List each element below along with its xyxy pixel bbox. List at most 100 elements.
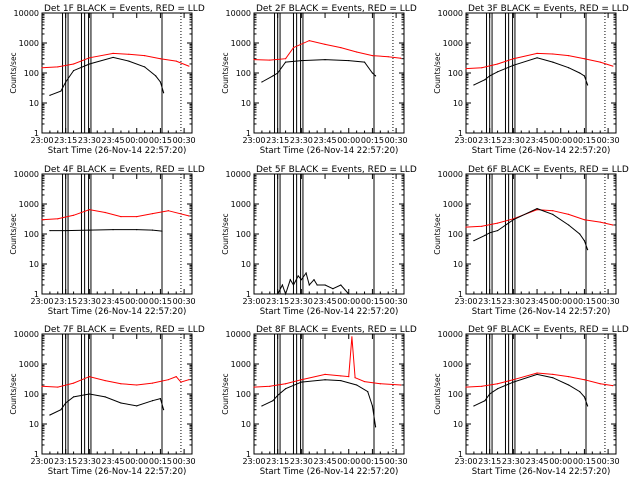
plot-frame [465,12,617,134]
lld-rate-point [583,379,586,381]
lld-rate-point [612,65,614,67]
x-tick-label: 23:00 [30,457,53,466]
x-tick-label: 23:45 [102,136,125,145]
lld-rate-point [41,219,43,221]
panel-3: Det 3F BLACK = Events, RED = LLD 1 10 100 10… [433,4,629,156]
events-rate-point [484,400,486,402]
x-tick-label: 00:30 [173,297,196,306]
x-tick-label: 23:00 [242,457,265,466]
lld-rate-point [300,379,302,381]
events-rate-point [284,293,287,295]
plot-frame [253,173,405,295]
lld-rate-point [72,214,75,216]
lld-rate-point [481,225,483,227]
y-axis-label: Counts/sec [221,52,230,93]
lld-rate-line [253,336,401,388]
panel-title: Det 1F BLACK = Events, RED = LLD [44,4,205,14]
events-rate-point [324,284,326,286]
panel-title: Det 3F BLACK = Events, RED = LLD [468,4,629,14]
panel-title: Det 5F BLACK = Events, RED = LLD [256,165,417,175]
events-rate-point [272,400,274,402]
y-tick-label: 1000 [19,200,39,209]
y-axis-label: Counts/sec [433,373,442,414]
lld-rate-point [356,51,358,53]
lld-rate-point [612,224,614,226]
y-tick-label: 10 [241,99,251,108]
lld-rate-point [292,47,295,49]
panel-title: Det 9F BLACK = Events, RED = LLD [468,325,629,335]
y-tick-label: 1 [458,129,463,138]
events-rate-point [473,240,475,242]
events-rate-point [583,75,586,77]
lld-rate-point [284,58,287,60]
y-tick-label: 10000 [226,9,251,18]
events-rate-point [579,233,581,235]
x-tick-label: 00:15 [361,457,384,466]
x-tick-label: 00:15 [361,297,384,306]
events-rate-point [583,396,586,398]
x-axis-label: Start Time (26-Nov-14 22:57:20) [472,467,611,477]
panel-6: Det 6F BLACK = Events, RED = LLD 1 10 100 10… [433,165,629,317]
events-rate-point [159,81,162,83]
lld-rate-point [512,379,514,381]
lld-rate-point [568,376,570,378]
x-tick-label: 23:00 [30,136,53,145]
x-tick-label: 00:00 [549,136,572,145]
lld-rate-point [188,215,190,217]
x-tick-label: 23:15 [266,136,289,145]
panel-1: Det 1F BLACK = Events, RED = LLD 1 10 100 10… [9,4,205,156]
panel-title: Det 7F BLACK = Events, RED = LLD [44,325,205,335]
panel-title: Det 2F BLACK = Events, RED = LLD [256,4,417,14]
x-tick-label: 00:30 [385,457,408,466]
lld-rate-point [144,55,146,57]
x-tick-label: 23:30 [290,457,313,466]
lld-rate-point [104,211,106,214]
lld-rate-line [465,52,613,70]
y-tick-label: 100 [448,230,463,239]
panel-2: Det 2F BLACK = Events, RED = LLD 1 10 100 10… [221,4,417,156]
events-rate-point [586,84,589,86]
y-tick-label: 10 [29,420,39,429]
plot-frame [465,333,617,455]
lld-rate-point [496,222,499,224]
lld-rate-point [175,376,177,378]
x-tick-label: 00:00 [337,297,360,306]
x-tick-label: 23:00 [454,136,477,145]
x-tick-label: 23:00 [30,297,53,306]
events-rate-point [308,284,310,286]
lld-rate-point [340,47,342,49]
x-tick-label: 23:45 [102,297,125,306]
lld-rate-point [568,213,570,216]
y-tick-label: 1 [246,129,251,138]
events-rate-point [512,64,514,66]
y-tick-label: 10 [241,260,251,269]
y-tick-label: 1000 [443,360,463,369]
x-tick-label: 23:15 [54,297,77,306]
x-tick-label: 23:45 [102,457,125,466]
lld-rate-point [269,385,271,387]
y-tick-label: 10 [29,99,39,108]
plot-frame [253,12,405,134]
lld-rate-point [552,210,554,212]
x-tick-label: 00:30 [385,136,408,145]
plot-frame [41,173,193,295]
events-rate-point [261,405,263,407]
y-tick-label: 1000 [231,200,251,209]
x-tick-label: 00:00 [337,457,360,466]
x-tick-label: 23:45 [526,457,549,466]
x-tick-label: 23:15 [266,457,289,466]
lld-rate-point [465,386,467,388]
y-axis-label: Counts/sec [9,373,18,414]
lld-rate-point [568,55,570,57]
lld-rate-point [348,376,350,378]
x-tick-label: 23:15 [54,136,77,145]
y-tick-label: 10000 [438,330,463,339]
events-rate-point [371,72,374,74]
x-tick-label: 23:45 [314,136,337,145]
x-tick-label: 00:15 [149,136,172,145]
y-tick-label: 100 [24,390,39,399]
y-tick-label: 10 [453,99,463,108]
events-rate-point [496,71,499,73]
events-rate-point [88,63,90,65]
lld-rate-point [88,209,90,211]
